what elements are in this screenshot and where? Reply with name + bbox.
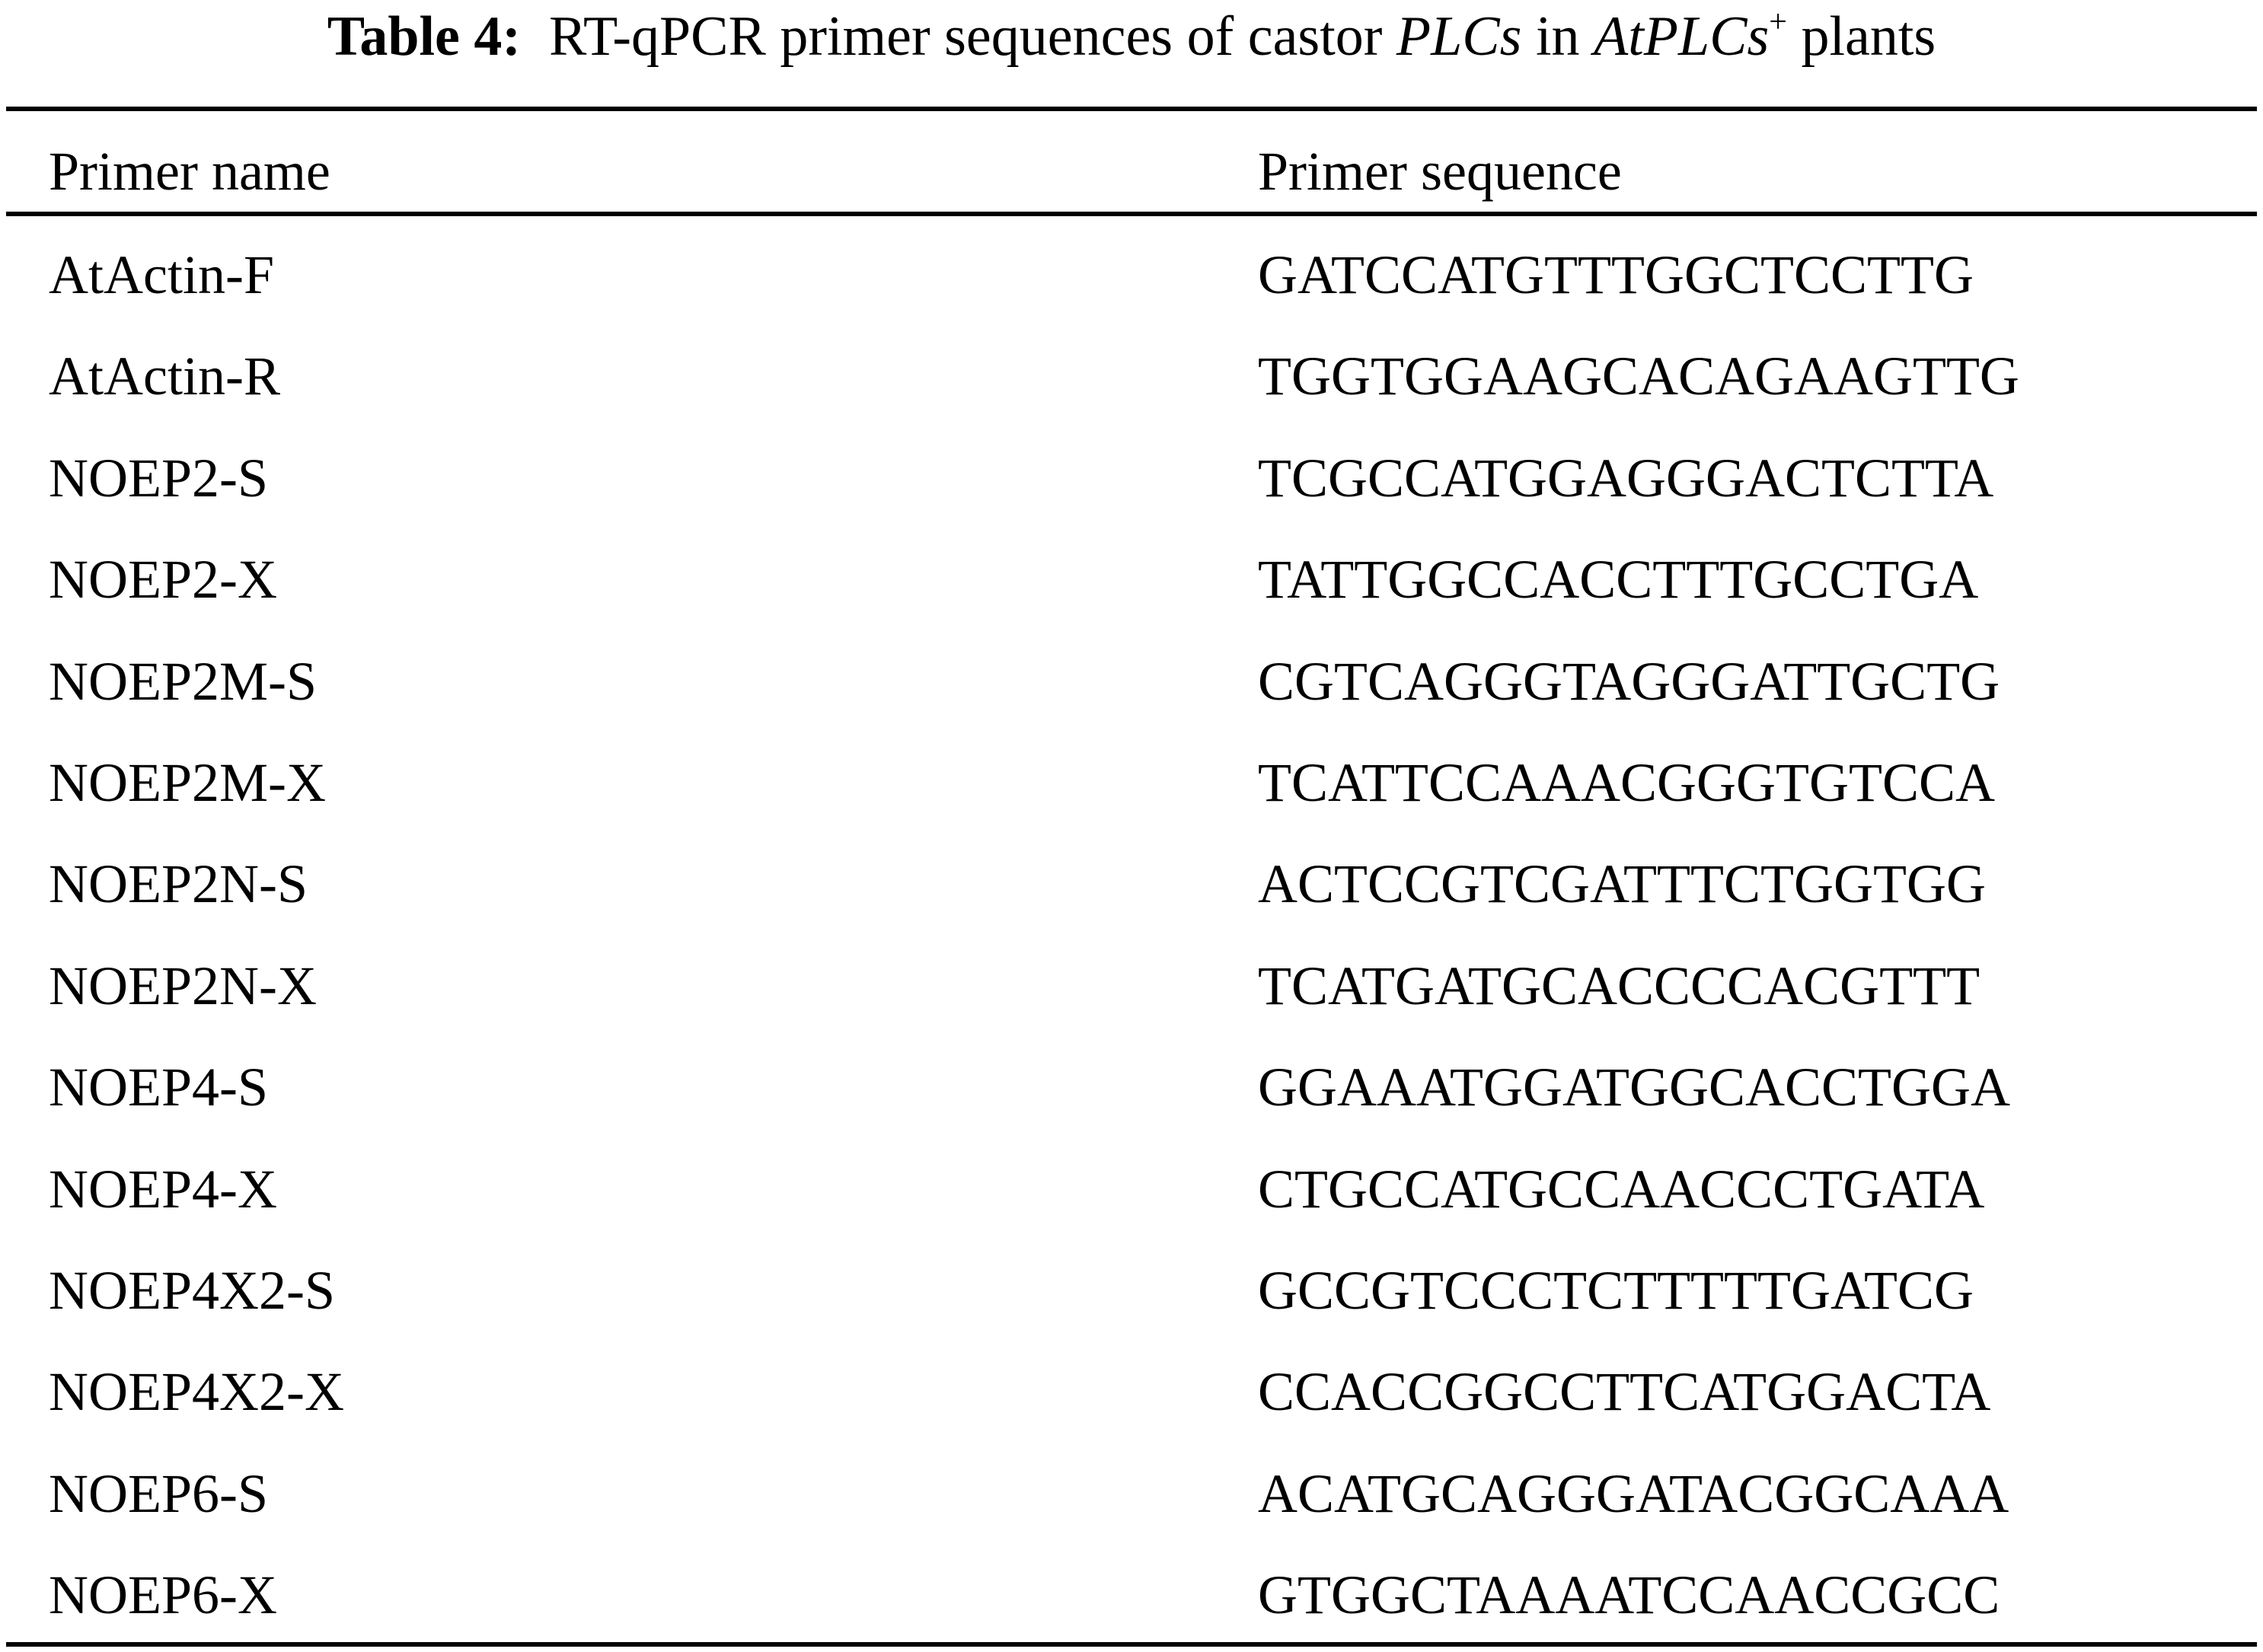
caption-superscript: + <box>1769 5 1787 40</box>
primer-name-cell: NOEP6-X <box>49 1564 277 1626</box>
table-row: AtActin-F GATCCATGTTTGGCTCCTTG <box>0 224 2263 326</box>
primer-name-cell: NOEP6-S <box>49 1462 269 1524</box>
primer-name-cell: AtActin-F <box>49 244 274 305</box>
table-label: Table 4: <box>327 5 522 68</box>
table-row: NOEP2M-X TCATTCCAAACGGGTGTCCA <box>0 732 2263 834</box>
primer-sequence-cell: TATTGGCCACCTTTGCCTGA <box>1258 549 1979 611</box>
primer-sequence-cell: CCACCGGCCTTCATGGACTA <box>1258 1361 1991 1423</box>
table-row: NOEP4X2-S GCCGTCCCTCTTTTTGATCG <box>0 1239 2263 1341</box>
table-caption: Table 4: RT-qPCR primer sequences of cas… <box>0 0 2263 73</box>
primer-name-cell: NOEP2N-X <box>49 955 317 1016</box>
caption-text: RT-qPCR primer sequences of castor <box>549 5 1396 68</box>
table-row: AtActin-R TGGTGGAAGCACAGAAGTTG <box>0 325 2263 427</box>
table-row: NOEP4X2-X CCACCGGCCTTCATGGACTA <box>0 1341 2263 1443</box>
primer-sequence-cell: TCATTCCAAACGGGTGTCCA <box>1258 752 1996 813</box>
primer-name-cell: AtActin-R <box>49 346 280 407</box>
caption-text-plants: plants <box>1786 5 1936 68</box>
header-rule <box>6 212 2257 216</box>
table-row: NOEP2N-S ACTCCGTCGATTTCTGGTGG <box>0 833 2263 935</box>
table-row: NOEP6-S ACATGCAGGGATACGGCAAA <box>0 1443 2263 1545</box>
caption-text-in: in <box>1521 5 1594 68</box>
primer-sequence-cell: GATCCATGTTTGGCTCCTTG <box>1258 244 1974 305</box>
primer-sequence-cell: GTGGCTAAAATCCAACCGCC <box>1258 1564 2000 1626</box>
header-primer-name: Primer name <box>49 141 330 202</box>
primer-name-cell: NOEP4-S <box>49 1057 269 1118</box>
caption-italic-atplcs: AtPLCs <box>1594 5 1770 68</box>
table-row: NOEP2N-X TCATGATGCACCCCACGTTT <box>0 935 2263 1037</box>
primer-sequence-cell: TGGTGGAAGCACAGAAGTTG <box>1258 346 2019 407</box>
bottom-rule <box>6 1642 2257 1647</box>
table-row: NOEP6-X GTGGCTAAAATCCAACCGCC <box>0 1544 2263 1646</box>
header-row: Primer name Primer sequence <box>0 120 2263 222</box>
table-row: NOEP2-S TCGCCATGGAGGGACTCTTA <box>0 427 2263 529</box>
primer-sequence-cell: TCGCCATGGAGGGACTCTTA <box>1258 447 1994 509</box>
primer-sequence-cell: ACTCCGTCGATTTCTGGTGG <box>1258 853 1986 915</box>
primer-name-cell: NOEP4X2-S <box>49 1260 336 1321</box>
primer-name-cell: NOEP2-X <box>49 549 277 611</box>
primer-sequence-cell: GCCGTCCCTCTTTTTGATCG <box>1258 1260 1974 1321</box>
table-row: NOEP2-X TATTGGCCACCTTTGCCTGA <box>0 528 2263 630</box>
primer-name-cell: NOEP4X2-X <box>49 1361 344 1423</box>
top-rule <box>6 107 2257 111</box>
table-row: NOEP2M-S CGTCAGGGTAGGGATTGCTG <box>0 630 2263 732</box>
table-row: NOEP4-S GGAAATGGATGGCACCTGGA <box>0 1036 2263 1138</box>
primer-name-cell: NOEP2M-S <box>49 650 318 712</box>
primer-sequence-cell: CTGCCATGCCAACCCTGATA <box>1258 1158 1985 1220</box>
primer-sequence-cell: CGTCAGGGTAGGGATTGCTG <box>1258 650 2000 712</box>
primer-name-cell: NOEP2M-X <box>49 752 327 813</box>
primer-sequence-cell: GGAAATGGATGGCACCTGGA <box>1258 1057 2010 1118</box>
primer-sequence-cell: ACATGCAGGGATACGGCAAA <box>1258 1462 2009 1524</box>
primer-name-cell: NOEP2N-S <box>49 853 308 915</box>
primer-name-cell: NOEP4-X <box>49 1158 277 1220</box>
caption-italic-plcs: PLCs <box>1396 5 1522 68</box>
table-row: NOEP4-X CTGCCATGCCAACCCTGATA <box>0 1138 2263 1240</box>
primer-sequence-cell: TCATGATGCACCCCACGTTT <box>1258 955 1981 1016</box>
header-primer-sequence: Primer sequence <box>1258 141 1622 202</box>
primer-name-cell: NOEP2-S <box>49 447 269 509</box>
